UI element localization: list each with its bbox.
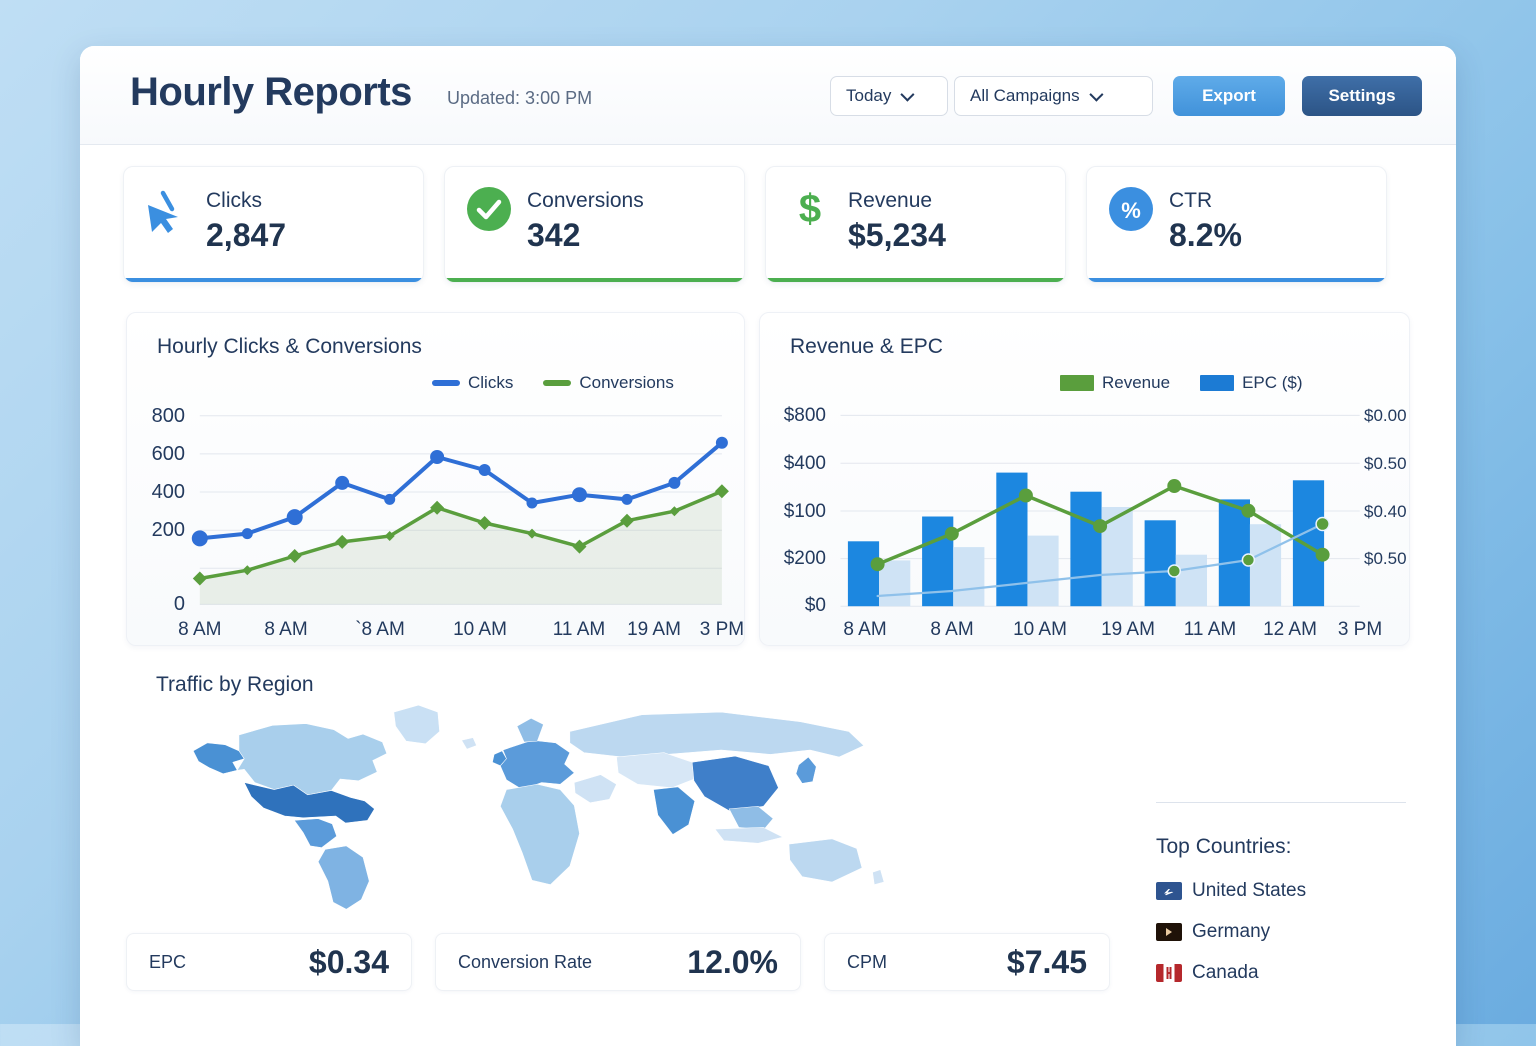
svg-text:8 AM: 8 AM bbox=[178, 619, 221, 640]
svg-text:$400: $400 bbox=[784, 453, 826, 474]
svg-text:8 AM: 8 AM bbox=[930, 619, 973, 640]
svg-text:$0: $0 bbox=[805, 595, 826, 616]
svg-text:600: 600 bbox=[152, 443, 185, 465]
svg-text:$0.00: $0.00 bbox=[1364, 406, 1407, 425]
svg-text:12 AM: 12 AM bbox=[1263, 619, 1317, 640]
svg-text:$800: $800 bbox=[784, 405, 826, 426]
svg-text:$: $ bbox=[799, 187, 821, 231]
svg-text:19 AM: 19 AM bbox=[1101, 619, 1155, 640]
svg-text:10 AM: 10 AM bbox=[453, 619, 507, 640]
svg-text:`8 AM: `8 AM bbox=[355, 619, 405, 640]
svg-text:800: 800 bbox=[152, 405, 185, 427]
svg-text:$100: $100 bbox=[784, 501, 826, 522]
svg-text:400: 400 bbox=[152, 481, 185, 503]
svg-text:0: 0 bbox=[174, 593, 185, 615]
svg-text:3 PM: 3 PM bbox=[1338, 619, 1382, 640]
svg-text:$0.40: $0.40 bbox=[1364, 502, 1407, 521]
svg-text:$200: $200 bbox=[784, 548, 826, 569]
svg-text:3 PM: 3 PM bbox=[700, 619, 744, 640]
svg-text:$0.50: $0.50 bbox=[1364, 549, 1407, 568]
svg-text:11 AM: 11 AM bbox=[1184, 619, 1236, 640]
svg-text:8 AM: 8 AM bbox=[264, 619, 307, 640]
svg-text:19 AM: 19 AM bbox=[627, 619, 681, 640]
svg-text:10 AM: 10 AM bbox=[1013, 619, 1067, 640]
svg-text:%: % bbox=[1121, 198, 1141, 223]
svg-text:$0.50: $0.50 bbox=[1364, 454, 1407, 473]
svg-text:8 AM: 8 AM bbox=[843, 619, 886, 640]
svg-text:11 AM: 11 AM bbox=[553, 619, 605, 640]
svg-text:200: 200 bbox=[152, 519, 185, 541]
